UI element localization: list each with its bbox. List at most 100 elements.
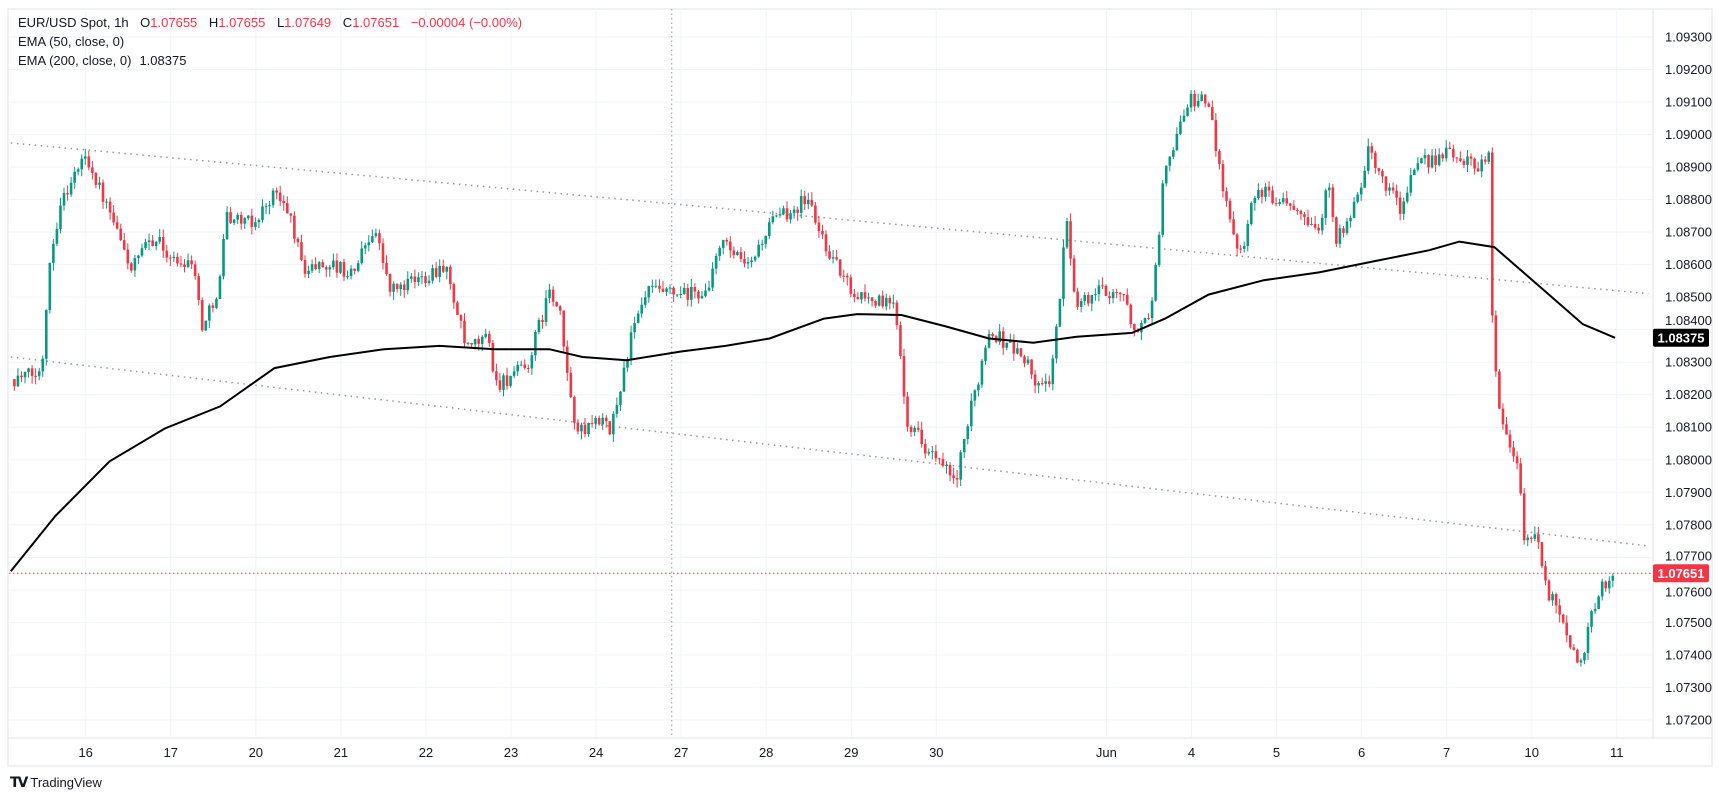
candle-body xyxy=(1218,151,1221,165)
candle-body xyxy=(1012,341,1016,354)
candle-body xyxy=(1430,155,1434,168)
candle-body xyxy=(1097,285,1101,295)
candle-body xyxy=(44,309,48,359)
candle-body xyxy=(470,342,473,345)
candle-body xyxy=(1423,155,1427,159)
candle-body xyxy=(704,290,707,297)
candle-body xyxy=(970,400,973,427)
candle-body xyxy=(1469,156,1473,159)
legend-ema50[interactable]: EMA (50, close, 0) xyxy=(18,32,522,51)
candle-body xyxy=(675,294,679,296)
candle-body xyxy=(282,201,286,204)
candle-body xyxy=(456,302,459,315)
price-tick-label: 1.08800 xyxy=(1665,192,1712,207)
candle-body xyxy=(1441,154,1444,159)
candle-body xyxy=(1257,189,1260,198)
candle-body xyxy=(927,452,931,454)
candle-body xyxy=(208,305,211,321)
candle-body xyxy=(424,276,427,284)
candle-body xyxy=(1547,580,1551,601)
candle-body xyxy=(736,252,739,256)
tradingview-logo[interactable]: 𝗧𝗩 TradingView xyxy=(10,774,102,791)
candle-body xyxy=(1565,622,1569,636)
candle-body xyxy=(360,248,364,264)
candle-body xyxy=(569,372,573,398)
candle-body xyxy=(1483,159,1487,162)
candle-body xyxy=(938,458,941,460)
candle-body xyxy=(654,285,658,287)
candle-body xyxy=(824,234,828,252)
candle-body xyxy=(427,280,431,284)
candle-body xyxy=(1558,605,1561,615)
legend-symbol-row[interactable]: EUR/USD Spot, 1h O1.07655 H1.07655 L1.07… xyxy=(18,13,522,32)
candle-body xyxy=(211,305,215,308)
candle-body xyxy=(1278,202,1281,204)
candle-body xyxy=(906,396,909,427)
candle-body xyxy=(122,240,126,250)
candle-body xyxy=(1466,156,1469,165)
price-axis[interactable]: 1.09300 1.09200 1.09100 1.09000 1.08900 1.088… xyxy=(1665,30,1712,728)
candle-body xyxy=(495,371,498,381)
candle-body xyxy=(959,452,962,480)
candle-body xyxy=(760,243,764,245)
candle-body xyxy=(1047,381,1051,385)
candle-body xyxy=(119,228,123,241)
candle-body xyxy=(1452,149,1455,158)
candle-body xyxy=(700,296,704,299)
candle-body xyxy=(441,265,445,272)
candle-body xyxy=(1164,165,1168,184)
candle-body xyxy=(1494,315,1498,372)
candle-body xyxy=(707,287,711,291)
candle-body xyxy=(884,297,888,307)
candle-body xyxy=(679,293,682,295)
candle-body xyxy=(636,313,640,324)
candle-body xyxy=(629,332,633,360)
time-tick-label: 28 xyxy=(759,745,773,760)
candle-body xyxy=(856,297,860,300)
candle-body xyxy=(934,451,938,459)
candle-body xyxy=(73,171,76,183)
trendlines[interactable] xyxy=(10,142,1649,547)
candle-body xyxy=(399,284,403,290)
time-tick-label: 29 xyxy=(844,745,858,760)
tradingview-logo-icon: 𝗧𝗩 xyxy=(10,774,28,790)
candle-body xyxy=(1512,447,1515,457)
candle-body xyxy=(853,293,856,298)
candle-body xyxy=(1274,203,1278,205)
candle-body xyxy=(261,206,264,221)
candle-body xyxy=(1242,246,1246,249)
candle-body xyxy=(877,295,881,306)
candle-body xyxy=(523,364,527,369)
high-label: H xyxy=(208,15,219,30)
candle-body xyxy=(1413,169,1416,176)
legend-ema200[interactable]: EMA (200, close, 0) 1.08375 xyxy=(18,51,522,70)
candle-body xyxy=(154,241,158,247)
candle-body xyxy=(1122,294,1126,296)
candle-body xyxy=(594,417,597,424)
candle-body xyxy=(1115,292,1118,294)
candle-body xyxy=(980,360,984,385)
candle-body xyxy=(293,215,296,239)
candle-body xyxy=(229,212,232,223)
candle-body xyxy=(1157,234,1161,265)
candle-body xyxy=(725,239,729,242)
candle-body xyxy=(172,256,176,259)
candle-body xyxy=(346,276,349,278)
candle-body xyxy=(1299,210,1303,215)
candle-body xyxy=(509,375,512,386)
price-tick-label: 1.08000 xyxy=(1665,452,1712,467)
candle-body xyxy=(714,255,718,269)
chart-frame xyxy=(7,8,1713,767)
candle-body xyxy=(1320,217,1324,231)
time-axis[interactable]: 16 17 20 21 22 23 24 27 28 29 30 Jun 4 5 6 7 10 11 xyxy=(78,745,1623,760)
candle-body xyxy=(1363,170,1367,188)
candle-body xyxy=(1235,234,1239,249)
candle-body xyxy=(1296,209,1299,211)
candle-body xyxy=(498,380,502,390)
candle-body xyxy=(693,287,697,292)
candle-body xyxy=(1335,217,1338,244)
candle-body xyxy=(1009,341,1012,343)
candle-body xyxy=(222,238,225,277)
candle-body xyxy=(1026,359,1030,364)
